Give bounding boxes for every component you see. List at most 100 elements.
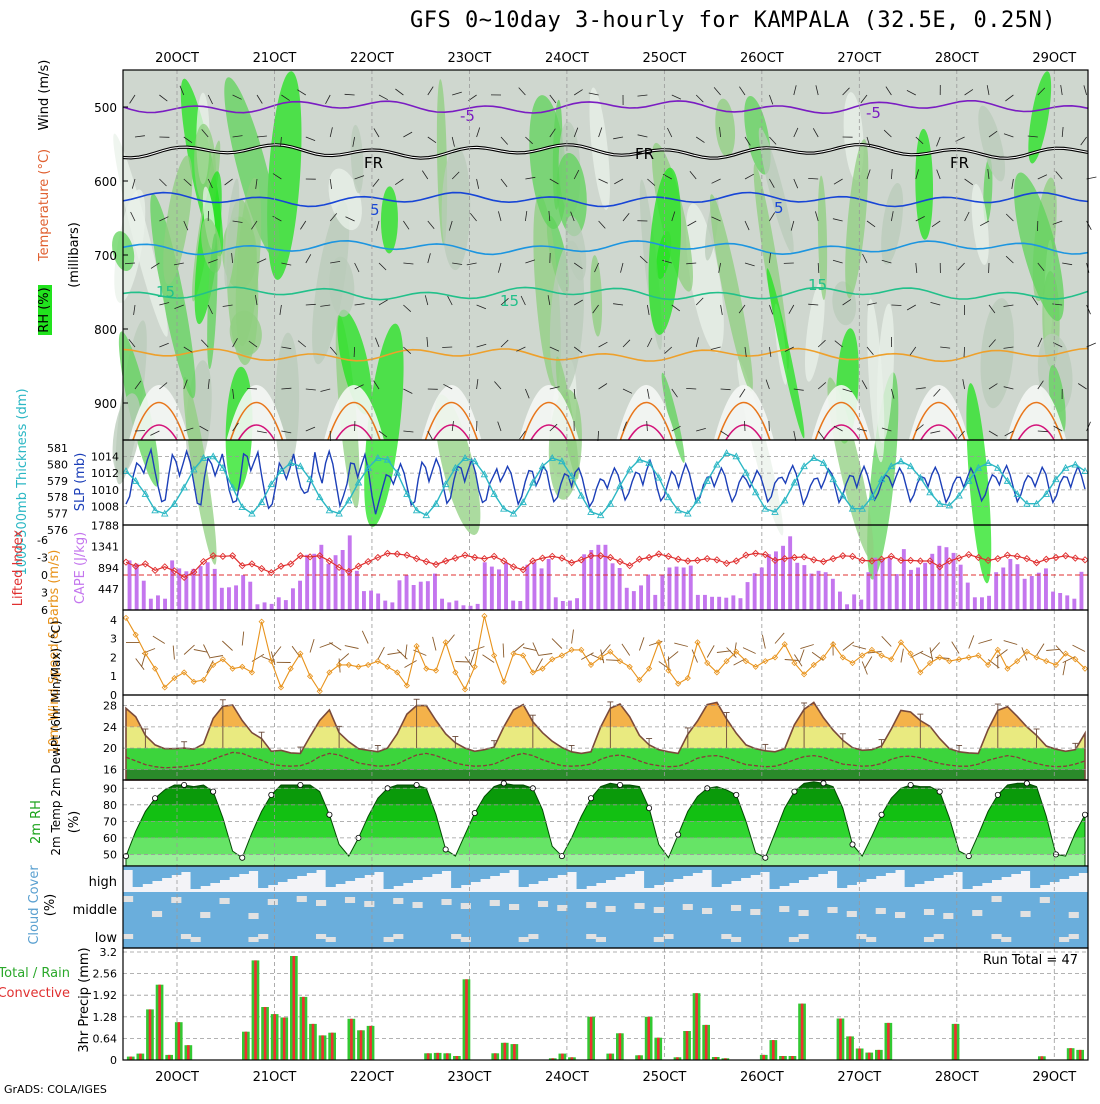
cape-bar <box>810 574 814 610</box>
wind-barb-10m <box>209 656 223 658</box>
rh-band <box>123 838 1088 855</box>
cloud-high-cell <box>799 866 809 880</box>
cloud-high-cell <box>490 866 500 876</box>
wind-barb-10m <box>1063 662 1066 676</box>
cloud-mid-gap <box>413 902 423 908</box>
cloud-high-cell <box>847 866 857 885</box>
temp-tick: 24 <box>103 721 117 734</box>
precip-convective-bar <box>878 1050 881 1060</box>
cloud-high-cell <box>1040 866 1050 885</box>
cloud-mid-gap <box>171 897 181 903</box>
wind-barb-10m <box>310 639 314 652</box>
cloud-high-cell <box>876 866 886 876</box>
cape-bar <box>533 562 537 610</box>
cloud-mid-gap <box>1040 897 1050 903</box>
cloud-mid-gap <box>943 913 953 919</box>
cloud-level-middle: middle <box>73 903 117 918</box>
precip-convective-bar <box>149 1009 152 1060</box>
temp-fill-group <box>123 684 1088 780</box>
cloud-mid-gap <box>1069 912 1079 918</box>
cloud-mid-gap <box>557 905 567 911</box>
wind-barb-10m <box>865 657 872 669</box>
wind-tick: 1 <box>110 670 117 683</box>
cape-bar <box>611 563 615 610</box>
wind-barb-10m <box>242 632 243 646</box>
cape-bar <box>1030 576 1034 610</box>
precip-convective-bar <box>762 1055 765 1060</box>
wind-barb <box>354 347 355 357</box>
cape-axis-label: CAPE (J/kg) <box>73 532 88 604</box>
lifted-axis-label: Lifted Index <box>11 529 26 606</box>
cloud-low-gap <box>123 934 133 939</box>
cloud-high-cell <box>384 866 394 889</box>
cape-bar <box>888 558 892 610</box>
thickness-tick: 579 <box>47 475 68 488</box>
cloud-low-gap <box>992 934 1002 939</box>
precip-convective-bar <box>954 1024 957 1060</box>
cape-bar <box>248 582 252 610</box>
rh-point <box>792 789 797 794</box>
cloud-low-gap <box>654 937 664 942</box>
thickness-tick: 580 <box>47 459 68 472</box>
rh-point <box>734 792 739 797</box>
precip-legend-convective: Convective <box>0 986 70 1001</box>
wind-barb <box>891 305 901 306</box>
cloud-low-gap <box>451 934 461 939</box>
pressure-tick: 800 <box>94 323 117 337</box>
cloud-high-cell <box>779 866 789 886</box>
wind-legend-label: Wind (m/s) <box>37 60 52 131</box>
cape-bar <box>490 567 494 610</box>
wind-barb-10m <box>762 635 765 649</box>
wind-barb-10m <box>378 647 385 659</box>
cloud-mid-gap <box>248 913 258 919</box>
precip-convective-bar <box>619 1033 622 1060</box>
precip-tick: 1.28 <box>93 1011 118 1024</box>
contour-label: FR <box>950 154 969 172</box>
wind-barb-10m <box>1037 644 1044 656</box>
cloud-mid-gap <box>538 901 548 907</box>
cape-bar <box>582 554 586 610</box>
cape-bar <box>1008 559 1012 610</box>
precip-tick: 2.56 <box>93 968 118 981</box>
rh-point <box>298 782 303 787</box>
cloud-high-cell <box>606 866 616 880</box>
cape-bar <box>632 591 636 610</box>
cape-bar <box>206 562 210 610</box>
cape-bar <box>710 597 714 610</box>
cape-bar <box>973 597 977 610</box>
precip-axis-label: 3hr Precip (mm) <box>77 947 92 1052</box>
wind-barb-10m <box>622 644 630 656</box>
cloud-mid-gap <box>220 898 230 904</box>
wind-barb-10m <box>639 637 644 650</box>
cape-bar <box>1080 572 1084 610</box>
cape-bar <box>831 579 835 610</box>
wind-barb-10m <box>1073 645 1086 651</box>
cape-bar <box>511 601 515 610</box>
cape-bar <box>618 568 622 610</box>
cape-bar <box>270 604 274 610</box>
cape-bar <box>788 536 792 610</box>
cape-bar <box>753 573 757 610</box>
cloud-high-cell <box>663 866 673 882</box>
cape-bar <box>298 581 302 610</box>
cloud-high-cell <box>306 866 316 873</box>
cloud-low-gap <box>258 934 268 939</box>
cape-bar <box>639 585 643 610</box>
cloud-high-cell <box>1020 866 1030 871</box>
cloud-high-cell <box>731 866 741 881</box>
contour-label: FR <box>635 145 654 163</box>
precip-convective-bar <box>139 1054 142 1060</box>
precip-convective-bar <box>839 1019 842 1061</box>
thickness-tick: 578 <box>47 491 68 504</box>
precip-convective-bar <box>705 1025 708 1060</box>
wind-barb-10m <box>978 640 991 644</box>
cloud-mid-gap <box>847 911 857 917</box>
precip-convective-bar <box>887 1023 890 1060</box>
cape-bar <box>149 599 153 610</box>
temp-band <box>123 769 1088 780</box>
cloud-high-cell <box>200 866 210 886</box>
rh-band <box>123 821 1088 838</box>
precip-legend-total: Total / Rain <box>0 966 70 981</box>
contour-label: 5 <box>774 199 784 217</box>
precip-convective-bar <box>312 1024 315 1060</box>
